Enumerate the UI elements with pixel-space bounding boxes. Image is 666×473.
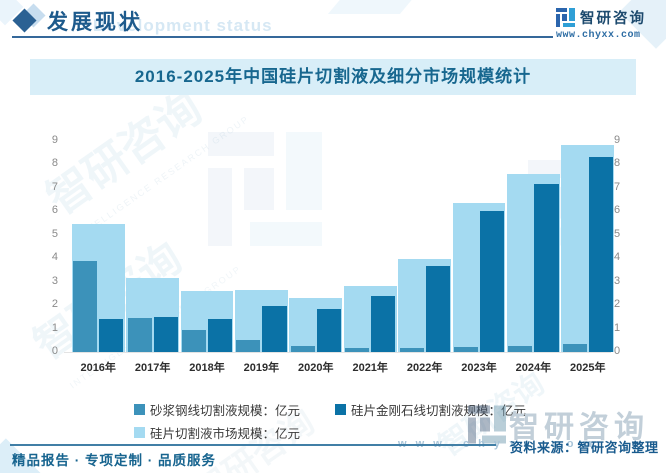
bar-slurry-wire	[345, 348, 370, 352]
x-axis-label: 2025年	[570, 362, 606, 374]
legend-label-total-market: 硅片切割液市场规模：亿元	[150, 427, 301, 441]
x-axis-label: 2017年	[134, 362, 171, 374]
x-axis-label: 2018年	[189, 362, 225, 374]
x-axis-label: 2024年	[515, 362, 552, 374]
bar-diamond-wire	[99, 319, 124, 352]
y-tick-label-right: 8	[614, 157, 621, 170]
legend-marker-diamond-wire	[335, 404, 346, 415]
y-tick-label-right: 3	[614, 274, 621, 287]
y-tick-label-left: 7	[51, 180, 58, 193]
chart-title: 2016-2025年中国硅片切割液及细分市场规模统计	[134, 67, 532, 86]
y-tick-label-left: 1	[51, 321, 58, 334]
footer-tagline: 精品报告 · 专项定制 · 品质服务	[12, 453, 216, 468]
x-axis-label: 2022年	[406, 362, 443, 374]
y-tick-label-right: 7	[614, 180, 621, 193]
brand-logo-icon	[556, 8, 575, 27]
bar-slurry-wire	[562, 343, 587, 352]
bar-slurry-wire	[399, 347, 424, 352]
y-tick-label-right: 0	[614, 345, 621, 357]
legend-label-slurry: 砂浆钢线切割液规模：亿元	[150, 404, 301, 418]
legend-item-total-market: 硅片切割液市场规模：亿元	[134, 423, 300, 442]
legend-marker-slurry	[134, 404, 145, 415]
header-divider	[12, 36, 553, 38]
bar-diamond-wire	[480, 211, 505, 352]
legend-marker-total-market	[134, 427, 145, 438]
bar-diamond-wire	[534, 184, 559, 352]
x-axis-label: 2019年	[243, 362, 280, 374]
y-tick-label-right: 1	[614, 321, 621, 334]
bar-diamond-wire	[208, 319, 233, 352]
brand-url: www.chyxx.com	[556, 30, 641, 41]
bar-slurry-wire	[182, 329, 206, 352]
y-tick-label-left: 2	[51, 298, 58, 311]
y-tick-label-right: 9	[614, 134, 621, 146]
brand-logo: 智研咨询	[556, 7, 646, 28]
bar-diamond-wire	[425, 266, 450, 352]
bar-slurry-wire	[127, 318, 152, 352]
y-tick-label-left: 3	[51, 274, 58, 287]
bar-slurry-wire	[73, 260, 98, 352]
x-axis-label: 2021年	[352, 362, 388, 374]
y-tick-label-left: 4	[51, 251, 58, 264]
legend-item-slurry: 砂浆钢线切割液规模：亿元	[134, 400, 300, 419]
y-tick-label-left: 9	[51, 134, 58, 146]
bar-diamond-wire	[371, 295, 396, 352]
y-tick-label-left: 0	[51, 345, 58, 357]
bar-slurry-wire	[290, 346, 315, 352]
bar-diamond-wire	[153, 316, 178, 352]
section-title: 发展现状	[47, 11, 143, 34]
x-axis-label: 2020年	[298, 362, 334, 374]
source-divider	[10, 444, 496, 446]
y-tick-label-left: 6	[51, 204, 58, 217]
x-axis-label: 2016年	[80, 362, 116, 374]
y-tick-label-right: 4	[614, 251, 621, 264]
y-tick-label-right: 6	[614, 204, 621, 217]
y-tick-label-left: 5	[51, 227, 58, 240]
source-text: 资料来源：智研咨询整理	[510, 440, 659, 455]
bar-slurry-wire	[236, 340, 261, 352]
x-axis-line	[64, 352, 611, 353]
y-tick-label-right: 5	[614, 227, 621, 240]
y-tick-label-right: 2	[614, 298, 621, 311]
bar-diamond-wire	[262, 306, 287, 352]
brand-name: 智研咨询	[580, 11, 646, 27]
section-subtitle: Development status	[93, 16, 273, 35]
legend-label-diamond-wire: 硅片金刚石线切割液规模：亿元	[351, 404, 527, 418]
bar-slurry-wire	[454, 346, 478, 352]
bar-diamond-wire	[588, 157, 613, 352]
x-axis-label: 2023年	[461, 362, 497, 374]
legend-item-diamond-wire: 硅片金刚石线切割液规模：亿元	[335, 400, 526, 419]
bar-diamond-wire	[316, 308, 341, 352]
chart-title-band: 2016-2025年中国硅片切割液及细分市场规模统计	[30, 59, 636, 95]
bar-slurry-wire	[508, 346, 533, 352]
y-tick-label-left: 8	[51, 157, 58, 170]
